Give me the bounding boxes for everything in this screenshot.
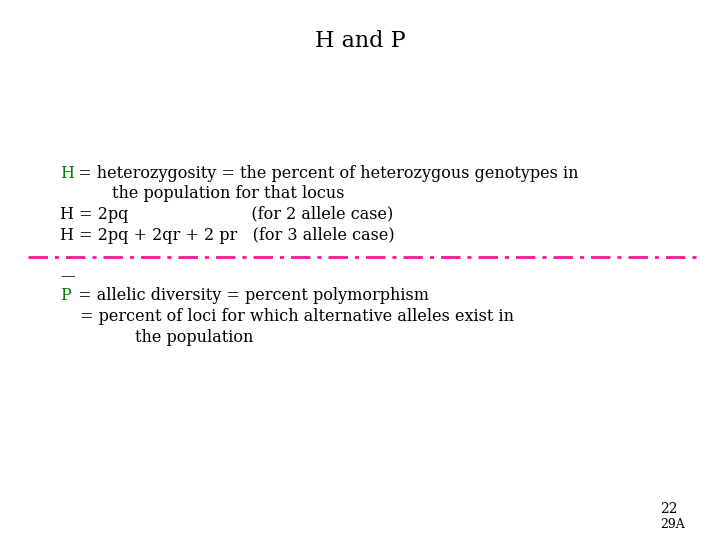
Text: the population for that locus: the population for that locus — [112, 185, 344, 202]
Text: H: H — [60, 165, 74, 182]
Text: H = 2pq                        (for 2 allele case): H = 2pq (for 2 allele case) — [60, 206, 393, 223]
Text: 22: 22 — [660, 502, 678, 516]
Text: —: — — [60, 269, 75, 283]
Text: = allelic diversity = percent polymorphism: = allelic diversity = percent polymorphi… — [73, 287, 429, 304]
Text: H and P: H and P — [315, 30, 405, 52]
Text: the population: the population — [135, 329, 253, 346]
Text: H = 2pq + 2qr + 2 pr   (for 3 allele case): H = 2pq + 2qr + 2 pr (for 3 allele case) — [60, 227, 395, 244]
Text: 29A: 29A — [660, 518, 685, 531]
Text: = percent of loci for which alternative alleles exist in: = percent of loci for which alternative … — [80, 308, 514, 325]
Text: = heterozygosity = the percent of heterozygous genotypes in: = heterozygosity = the percent of hetero… — [73, 165, 578, 182]
Text: P: P — [60, 287, 71, 304]
